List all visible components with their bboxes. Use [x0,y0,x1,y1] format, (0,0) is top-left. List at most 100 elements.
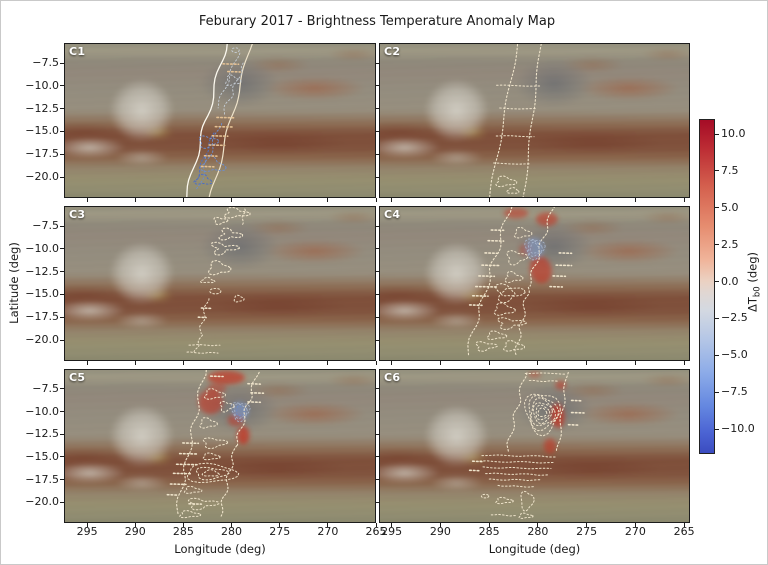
y-tick-label: −17.5 [25,147,59,161]
contour-line [234,403,248,419]
y-tick [375,433,379,435]
y-tick [60,130,64,132]
x-tick [537,361,539,365]
contour-line [528,394,559,432]
contour-line [490,513,517,517]
contour-line [213,216,229,226]
colorbar-tick [715,207,719,209]
contour-line [488,478,543,481]
contour-line [209,287,222,295]
colorbar-tick-label: 10.0 [721,127,746,140]
contour-line [199,417,218,429]
y-tick-label: −20.0 [25,333,59,347]
x-tick [279,361,281,365]
colorbar-label: ΔTb0 (deg) [745,252,762,312]
x-tick [279,523,281,527]
contour-line [175,370,207,516]
x-tick-label: 285 [478,525,500,538]
panel-c1: C1 [64,43,376,198]
colorbar-tick [715,244,719,246]
y-tick-label: −15.0 [25,449,59,463]
x-tick [391,198,393,202]
contour-overlay [186,207,251,354]
contour-line [514,286,530,356]
panel-label: C2 [384,45,401,58]
contour-line [196,122,223,190]
contour-line [231,47,240,53]
x-tick [134,523,136,527]
x-tick [634,523,636,527]
y-tick [60,293,64,295]
jupiter-background [380,44,689,197]
y-tick [60,433,64,435]
x-tick [439,361,441,365]
x-axis-label: Longitude (deg) [488,542,581,556]
contour-line [467,207,513,357]
x-tick-label: 295 [381,525,403,538]
y-tick-label: −10.0 [25,404,59,418]
y-tick [375,153,379,155]
x-tick [586,198,588,202]
y-tick-label: −20.0 [25,170,59,184]
contour-line [535,404,551,421]
x-tick [375,523,377,527]
contour-line [225,74,242,87]
contour-line [207,260,232,276]
y-tick [60,501,64,503]
y-tick [60,153,64,155]
contour-line [188,344,221,347]
contour-line [504,270,524,284]
y-tick [375,62,379,64]
contour-line [529,207,556,287]
figure-title: Feburary 2017 - Brightness Temperature A… [198,14,556,29]
y-tick-label: −17.5 [25,472,59,486]
contour-line [236,371,260,446]
x-tick [586,523,588,527]
colorbar-tick-label: 2.5 [721,237,739,251]
contour-line [479,460,555,464]
contour-line [518,512,534,519]
y-tick [375,388,379,390]
contour-line [219,400,235,413]
y-tick [375,316,379,318]
y-tick [60,271,64,273]
panel-c6: C6 [379,369,690,523]
y-tick [60,316,64,318]
y-tick [375,176,379,178]
y-tick [60,479,64,481]
colorbar-tick-label: 7.5 [721,163,739,177]
positive-anomaly-patch [503,207,529,219]
x-tick [439,523,441,527]
colorbar-tick-label: −2.5 [721,311,748,325]
contour-line [506,372,528,453]
y-tick [60,85,64,87]
contour-overlay [467,207,573,357]
contour-line [500,287,516,297]
x-tick [375,198,377,202]
contour-line [202,437,229,449]
x-tick [537,523,539,527]
y-tick [60,388,64,390]
contour-line [193,334,204,353]
y-tick [375,271,379,273]
contour-line [482,466,552,470]
contour-line [530,397,556,427]
y-tick-label: −10.0 [25,241,59,255]
y-tick-label: −10.0 [25,78,59,92]
colorbar-tick-label: 0.0 [721,274,739,288]
contour-line [220,445,238,517]
y-tick-label: −7.5 [32,381,59,395]
contour-line [528,379,558,383]
colorbar-tick [715,317,719,319]
x-tick-label: 280 [527,525,549,538]
contour-line [495,175,518,188]
contour-line [480,493,490,499]
contour-line [495,283,526,304]
contour-line [223,207,251,219]
contour-line [236,405,245,416]
contour-line [183,485,203,494]
contour-line [506,187,520,194]
x-tick [327,523,329,527]
contour-line [210,241,240,256]
contour-line [524,393,561,437]
